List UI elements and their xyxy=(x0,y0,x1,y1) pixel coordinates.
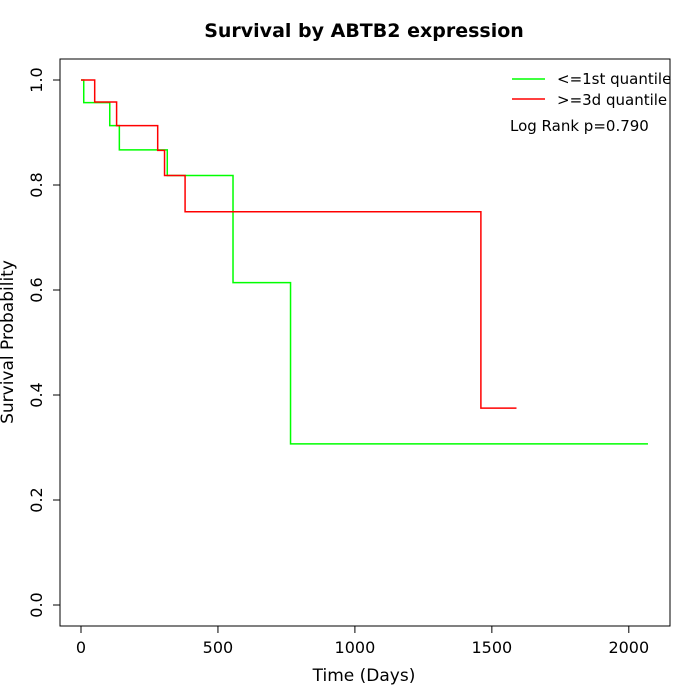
x-tick-label: 1000 xyxy=(335,638,376,657)
x-tick-label: 500 xyxy=(203,638,234,657)
x-tick-label: 0 xyxy=(76,638,86,657)
y-axis: 0.0 0.2 0.4 0.6 0.8 1.0 xyxy=(27,67,61,618)
chart-title: Survival by ABTB2 expression xyxy=(204,20,524,42)
y-tick-label: 0.6 xyxy=(27,277,46,302)
y-axis-label: Survival Probability xyxy=(0,260,18,424)
legend-label-low: <=1st quantile xyxy=(557,70,671,88)
series-line-high-quantile xyxy=(81,79,517,409)
y-tick-label: 0.2 xyxy=(27,487,46,512)
y-tick-label: 0.8 xyxy=(27,172,46,197)
log-rank-annotation: Log Rank p=0.790 xyxy=(510,117,649,135)
legend-label-high: >=3d quantile xyxy=(557,91,667,109)
y-tick-label: 0.0 xyxy=(27,592,46,617)
series-line-low-quantile xyxy=(81,79,648,445)
x-tick-label: 2000 xyxy=(608,638,649,657)
plot-frame xyxy=(59,58,671,627)
legend: <=1st quantile >=3d quantile Log Rank p=… xyxy=(510,70,671,135)
y-tick-label: 1.0 xyxy=(27,67,46,92)
x-axis: 0 500 1000 1500 2000 xyxy=(76,625,649,657)
x-axis-label: Time (Days) xyxy=(312,666,416,686)
x-tick-label: 1500 xyxy=(471,638,512,657)
y-tick-label: 0.4 xyxy=(27,382,46,407)
series-layer xyxy=(81,79,648,445)
